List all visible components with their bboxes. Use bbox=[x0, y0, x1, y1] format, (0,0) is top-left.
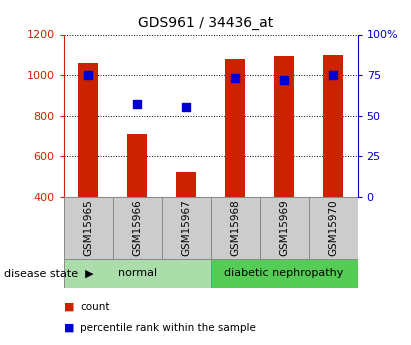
Bar bbox=[79, 63, 98, 197]
Text: GSM15965: GSM15965 bbox=[83, 199, 93, 256]
Point bbox=[183, 105, 189, 110]
Bar bbox=[162, 197, 211, 259]
Bar bbox=[127, 134, 147, 197]
Bar bbox=[260, 197, 309, 259]
Text: disease state  ▶: disease state ▶ bbox=[4, 268, 94, 278]
Text: GDS961 / 34436_at: GDS961 / 34436_at bbox=[138, 16, 273, 30]
Text: normal: normal bbox=[118, 268, 157, 278]
Bar bbox=[64, 197, 113, 259]
Text: GSM15969: GSM15969 bbox=[279, 199, 289, 256]
Point bbox=[281, 77, 287, 83]
Point bbox=[232, 76, 238, 81]
Bar bbox=[211, 197, 260, 259]
Point bbox=[85, 72, 92, 78]
Bar bbox=[176, 172, 196, 197]
Bar bbox=[64, 259, 210, 288]
Text: GSM15970: GSM15970 bbox=[328, 199, 338, 256]
Bar bbox=[225, 59, 245, 197]
Text: GSM15968: GSM15968 bbox=[230, 199, 240, 256]
Bar bbox=[274, 56, 294, 197]
Bar bbox=[309, 197, 358, 259]
Text: ■: ■ bbox=[64, 323, 74, 333]
Bar bbox=[113, 197, 162, 259]
Bar bbox=[323, 55, 343, 197]
Point bbox=[134, 101, 141, 107]
Text: percentile rank within the sample: percentile rank within the sample bbox=[80, 323, 256, 333]
Text: ■: ■ bbox=[64, 302, 74, 312]
Text: count: count bbox=[80, 302, 110, 312]
Bar bbox=[210, 259, 358, 288]
Text: GSM15966: GSM15966 bbox=[132, 199, 142, 256]
Point bbox=[330, 72, 336, 78]
Text: diabetic nephropathy: diabetic nephropathy bbox=[224, 268, 344, 278]
Text: GSM15967: GSM15967 bbox=[181, 199, 191, 256]
